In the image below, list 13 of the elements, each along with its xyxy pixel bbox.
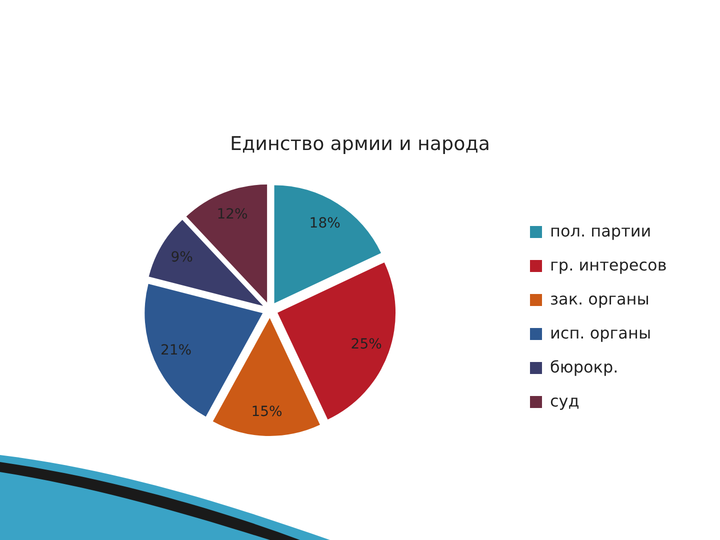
- legend-label: зак. органы: [550, 289, 650, 308]
- chart-title: Единство армии и народа: [230, 133, 490, 155]
- legend-label: пол. партии: [550, 221, 652, 240]
- data-label: 25%: [350, 336, 382, 353]
- data-label: 15%: [251, 404, 282, 420]
- legend-label: бюрокр.: [550, 357, 618, 376]
- legend-label: исп. органы: [550, 323, 652, 342]
- data-label: 9%: [170, 250, 193, 266]
- data-label: 21%: [160, 342, 192, 358]
- legend-label: суд: [550, 391, 580, 410]
- data-label: 18%: [309, 215, 340, 232]
- legend-label: гр. интересов: [550, 255, 667, 274]
- data-label: 12%: [216, 206, 248, 223]
